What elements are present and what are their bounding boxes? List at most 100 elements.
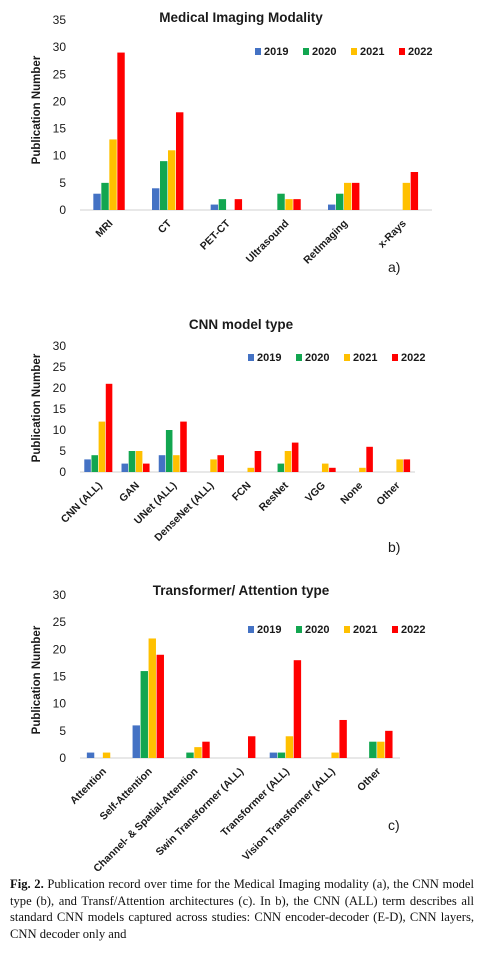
bar-2021-1 xyxy=(148,638,156,758)
legend-swatch-2021 xyxy=(351,48,357,55)
category-label: Other xyxy=(374,480,402,508)
legend-swatch-2022 xyxy=(392,626,398,633)
legend-label-2019: 2019 xyxy=(264,46,288,58)
category-label: RetImaging xyxy=(301,218,350,267)
bar-2022-6 xyxy=(385,730,393,758)
bar-2020-4 xyxy=(336,193,344,210)
category-label: Attention xyxy=(68,766,109,807)
bar-2021-4 xyxy=(247,467,255,472)
bar-2022-4 xyxy=(293,660,302,758)
bar-2020-2 xyxy=(165,430,173,472)
bar-2019-0 xyxy=(86,752,95,758)
chart-title: Transformer/ Attention type xyxy=(153,583,330,598)
y-tick-label: 25 xyxy=(53,360,67,374)
category-label: x-Rays xyxy=(376,218,409,251)
bar-2021-2 xyxy=(194,747,202,758)
bar-2021-4 xyxy=(344,182,352,210)
panel-label: b) xyxy=(388,539,400,555)
category-label: FCN xyxy=(230,480,254,504)
bar-2020-2 xyxy=(186,752,194,758)
y-tick-label: 0 xyxy=(59,751,66,765)
category-label: VGG xyxy=(303,480,328,505)
bar-2021-0 xyxy=(98,421,106,472)
bar-2022-3 xyxy=(248,736,256,758)
bar-2021-0 xyxy=(102,752,111,758)
bar-2022-3 xyxy=(293,199,301,210)
bar-2021-3 xyxy=(210,459,217,472)
bar-2022-0 xyxy=(117,52,125,210)
y-tick-label: 10 xyxy=(53,149,67,163)
category-label: None xyxy=(338,480,365,507)
y-tick-label: 0 xyxy=(59,465,66,479)
bar-2022-2 xyxy=(202,741,210,758)
legend-label-2022: 2022 xyxy=(401,352,425,364)
legend-label-2019: 2019 xyxy=(257,624,281,636)
category-label: Swin Transformer (ALL) xyxy=(153,766,246,859)
bar-2019-0 xyxy=(84,459,91,472)
category-label: Vision Transformer (ALL) xyxy=(240,766,337,863)
legend-label-2020: 2020 xyxy=(312,46,336,58)
y-tick-label: 20 xyxy=(53,381,67,395)
legend-swatch-2020 xyxy=(296,354,302,361)
bar-2020-3 xyxy=(277,193,285,210)
y-tick-label: 25 xyxy=(53,67,67,81)
legend-swatch-2021 xyxy=(344,354,350,361)
y-tick-label: 25 xyxy=(53,615,67,629)
panel-label: a) xyxy=(388,259,400,275)
bar-2021-5 xyxy=(402,182,411,210)
bar-2021-0 xyxy=(109,139,117,210)
bar-2022-5 xyxy=(410,172,419,210)
bar-2022-0 xyxy=(105,383,113,472)
category-label: ResNet xyxy=(257,479,291,513)
y-tick-label: 5 xyxy=(59,444,66,458)
bar-2021-2 xyxy=(173,455,180,472)
chart-2: CNN model type 0 5 10 15 20 25 30 Publication Nu… xyxy=(31,317,425,555)
bar-2019-1 xyxy=(152,188,160,210)
bar-2019-2 xyxy=(158,455,166,472)
bar-2020-1 xyxy=(128,451,136,472)
legend-label-2020: 2020 xyxy=(305,352,329,364)
legend-swatch-2022 xyxy=(399,48,405,55)
y-tick-label: 5 xyxy=(59,724,66,738)
bar-2022-1 xyxy=(156,654,164,758)
bar-2022-7 xyxy=(366,446,373,472)
y-tick-label: 30 xyxy=(53,339,67,353)
bar-2019-1 xyxy=(132,725,140,758)
category-label: Other xyxy=(355,766,383,794)
bar-2022-1 xyxy=(142,463,150,472)
legend-label-2020: 2020 xyxy=(305,624,329,636)
bar-2019-4 xyxy=(269,752,278,758)
y-tick-label: 30 xyxy=(53,40,67,54)
figure-caption: Fig. 2. Publication record over time for… xyxy=(10,876,474,942)
bar-2021-8 xyxy=(396,459,403,472)
legend-label-2021: 2021 xyxy=(360,46,384,58)
legend-swatch-2022 xyxy=(392,354,398,361)
y-tick-label: 15 xyxy=(53,670,67,684)
category-label: MRI xyxy=(93,218,115,240)
bar-2021-5 xyxy=(331,752,339,758)
bar-2020-0 xyxy=(101,182,109,210)
bar-2022-4 xyxy=(254,451,262,472)
chart-3: Transformer/ Attention type 0 5 10 15 20 25 30 P… xyxy=(31,583,425,875)
bar-2019-1 xyxy=(121,463,129,472)
bar-2021-4 xyxy=(285,736,294,758)
bar-2020-0 xyxy=(91,455,99,472)
bar-2022-5 xyxy=(291,442,299,472)
bar-2022-1 xyxy=(176,112,184,210)
y-tick-label: 15 xyxy=(53,402,67,416)
legend-swatch-2019 xyxy=(255,48,261,55)
y-tick-label: 10 xyxy=(53,423,67,437)
bar-2021-6 xyxy=(377,741,385,758)
y-axis-label: Publication Number xyxy=(31,625,43,734)
y-tick-label: 35 xyxy=(53,13,67,27)
bar-2022-2 xyxy=(234,199,243,210)
bar-2021-3 xyxy=(285,199,293,210)
legend-swatch-2019 xyxy=(248,626,254,633)
y-tick-label: 20 xyxy=(53,94,67,108)
legend-swatch-2020 xyxy=(296,626,302,633)
bar-2020-1 xyxy=(160,161,168,210)
caption-text: Publication record over time for the Med… xyxy=(10,877,475,941)
legend-label-2022: 2022 xyxy=(401,624,425,636)
y-tick-label: 30 xyxy=(53,588,67,602)
bar-2019-0 xyxy=(93,193,101,210)
